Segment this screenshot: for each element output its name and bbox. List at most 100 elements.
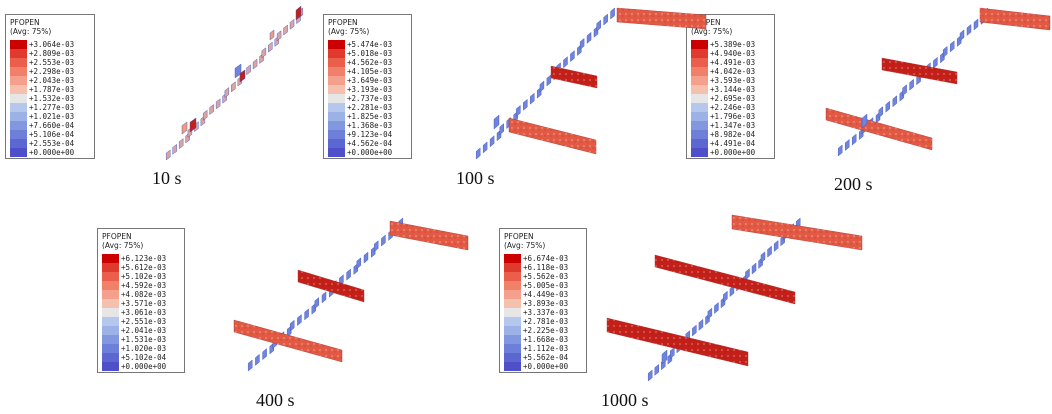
legend-subtitle-text: (Avg: 75%)	[328, 27, 370, 36]
legend-panel-10s: PFOPEN (Avg: 75%) +3.064e-03 +2.809e-03 +2.5…	[5, 14, 95, 159]
legend-row: +3.144e-03	[691, 85, 755, 94]
fracture-segment	[209, 104, 214, 115]
legend-value: +5.102e-03	[121, 272, 167, 281]
legend-row: +2.809e-03	[10, 49, 74, 58]
fracture-segment	[603, 13, 608, 26]
legend-swatch	[10, 112, 27, 121]
legend-value: +3.061e-03	[121, 308, 167, 317]
fracture-segment	[297, 314, 302, 326]
legend-row: +1.668e-03	[504, 335, 568, 344]
legend-row: +2.553e-03	[10, 58, 74, 67]
legend-value: +9.123e-04	[347, 130, 393, 139]
fracture-segment	[363, 251, 369, 264]
fracture-segment	[933, 56, 938, 69]
legend-value: +5.106e-04	[29, 130, 75, 139]
fracture-segment	[959, 29, 965, 42]
legend-value: +2.809e-03	[29, 49, 75, 58]
fracture-segment	[289, 18, 295, 30]
legend-swatch	[504, 272, 521, 281]
legend-swatch	[102, 317, 119, 326]
fracture-segment	[861, 113, 868, 129]
legend-row: +1.277e-03	[10, 103, 74, 112]
fracture-plot-100s	[476, 7, 707, 160]
fracture-segment	[189, 117, 197, 133]
fracture-segment	[374, 240, 379, 253]
legend-row: +1.532e-03	[10, 94, 74, 103]
legend-row: +5.106e-04	[10, 130, 74, 139]
legend-value: +2.737e-03	[347, 94, 393, 103]
legend-row: +2.043e-03	[10, 76, 74, 85]
legend-swatch	[691, 40, 708, 49]
legend-value: +1.787e-03	[29, 85, 75, 94]
fracture-band-texture	[826, 108, 932, 150]
fracture-segment	[321, 291, 327, 304]
legend-value: +5.102e-04	[121, 353, 167, 362]
legend-swatch	[328, 103, 345, 112]
legend-row: +7.660e-04	[10, 121, 74, 130]
fracture-band-texture	[390, 221, 468, 250]
time-label-100s: 100 s	[456, 168, 495, 188]
legend-row: +0.000e+00	[504, 362, 568, 371]
legend-value: +2.246e-03	[710, 103, 756, 112]
legend-row: +8.982e-04	[691, 130, 755, 139]
fracture-segment	[692, 324, 697, 337]
legend-row: +5.562e-03	[504, 272, 568, 281]
legend-swatch	[504, 299, 521, 308]
legend-swatch	[102, 308, 119, 317]
legend-swatch	[10, 85, 27, 94]
legend-panel-1000s: PFOPEN (Avg: 75%) +6.674e-03 +6.118e-03 +5.5…	[499, 228, 587, 373]
fracture-segment	[838, 144, 843, 157]
fracture-segment	[670, 347, 675, 359]
fracture-segment	[845, 139, 850, 151]
legend-row: +4.562e-04	[328, 139, 392, 148]
fracture-segment	[698, 318, 704, 331]
legend-swatch	[10, 103, 27, 112]
legend-row: +2.553e-04	[10, 139, 74, 148]
legend-row: +3.064e-03	[10, 40, 74, 49]
legend-value: +2.225e-03	[523, 326, 569, 335]
legend-value: +4.491e-04	[710, 139, 756, 148]
legend-swatch	[10, 49, 27, 58]
legend-swatch	[691, 49, 708, 58]
legend-swatch	[328, 130, 345, 139]
legend-swatch	[504, 335, 521, 344]
fracture-segment	[493, 114, 500, 130]
legend-swatch	[102, 326, 119, 335]
legend-swatch	[691, 58, 708, 67]
fracture-segment	[950, 40, 955, 53]
legend-row: +3.571e-03	[102, 299, 166, 308]
fracture-segment	[723, 290, 728, 303]
legend-swatch	[504, 290, 521, 299]
legend-value: +1.825e-03	[347, 112, 393, 121]
legend-row: +5.389e-03	[691, 40, 755, 49]
legend-swatch	[504, 308, 521, 317]
fracture-segment	[304, 308, 309, 321]
legend-swatch	[102, 353, 119, 362]
legend-swatch	[328, 40, 345, 49]
fracture-segment	[707, 307, 713, 320]
legend-row: +4.562e-03	[328, 58, 392, 67]
legend-value: +1.347e-03	[710, 121, 756, 130]
legend-value: +3.593e-03	[710, 76, 756, 85]
legend-value: +1.277e-03	[29, 103, 75, 112]
legend-swatch	[691, 76, 708, 85]
legend-row: +4.082e-03	[102, 290, 166, 299]
legend-row: +6.674e-03	[504, 254, 568, 263]
legend-value: +2.043e-03	[29, 76, 75, 85]
legend-row: +5.102e-04	[102, 353, 166, 362]
legend-value: +1.531e-03	[121, 335, 167, 344]
fracture-segment	[276, 30, 282, 42]
fracture-segment	[760, 251, 766, 264]
fracture-segment	[973, 18, 979, 31]
legend-value: +4.562e-03	[347, 58, 393, 67]
legend-row: +3.193e-03	[328, 85, 392, 94]
legend-value: +0.000e+00	[121, 362, 167, 371]
legend-value: +5.005e-03	[523, 281, 569, 290]
fracture-segment	[381, 234, 386, 247]
fracture-segment	[262, 348, 267, 361]
legend-swatch	[504, 263, 521, 272]
fracture-segment	[178, 138, 184, 150]
legend-value: +4.042e-03	[710, 67, 756, 76]
legend-swatch	[102, 299, 119, 308]
legend-swatch	[328, 49, 345, 58]
